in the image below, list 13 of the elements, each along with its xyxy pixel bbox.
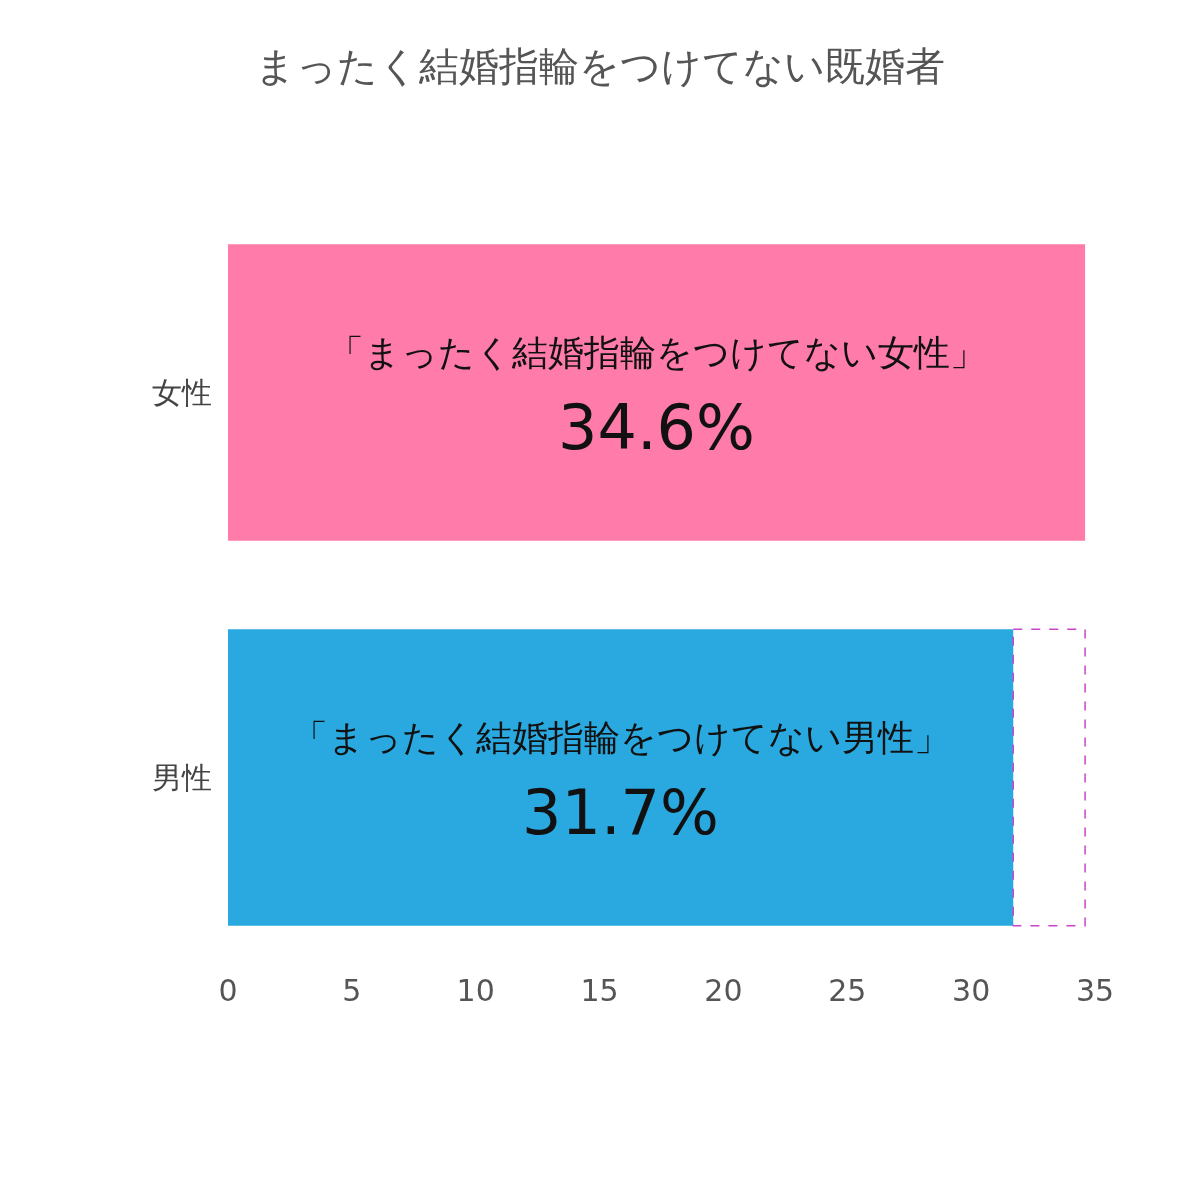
data-label: 「まったく結婚指輪をつけてない女性」 34.6% <box>328 332 986 464</box>
data-label: 「まったく結婚指輪をつけてない男性」 31.7% <box>292 717 950 849</box>
x-tick-label: 0 <box>218 973 238 1008</box>
y-tick-label: 女性 <box>152 375 212 410</box>
x-tick-label: 20 <box>704 973 743 1008</box>
x-tick-label: 35 <box>1075 973 1115 1008</box>
x-tick-label: 10 <box>456 973 495 1008</box>
y-tick-label: 男性 <box>152 760 212 795</box>
x-tick-label: 5 <box>342 973 362 1008</box>
x-tick-label: 15 <box>580 973 619 1008</box>
x-tick-label: 30 <box>952 973 991 1008</box>
x-tick-label: 25 <box>828 973 867 1008</box>
chart-title: まったく結婚指輪をつけてない既婚者 <box>255 43 945 89</box>
